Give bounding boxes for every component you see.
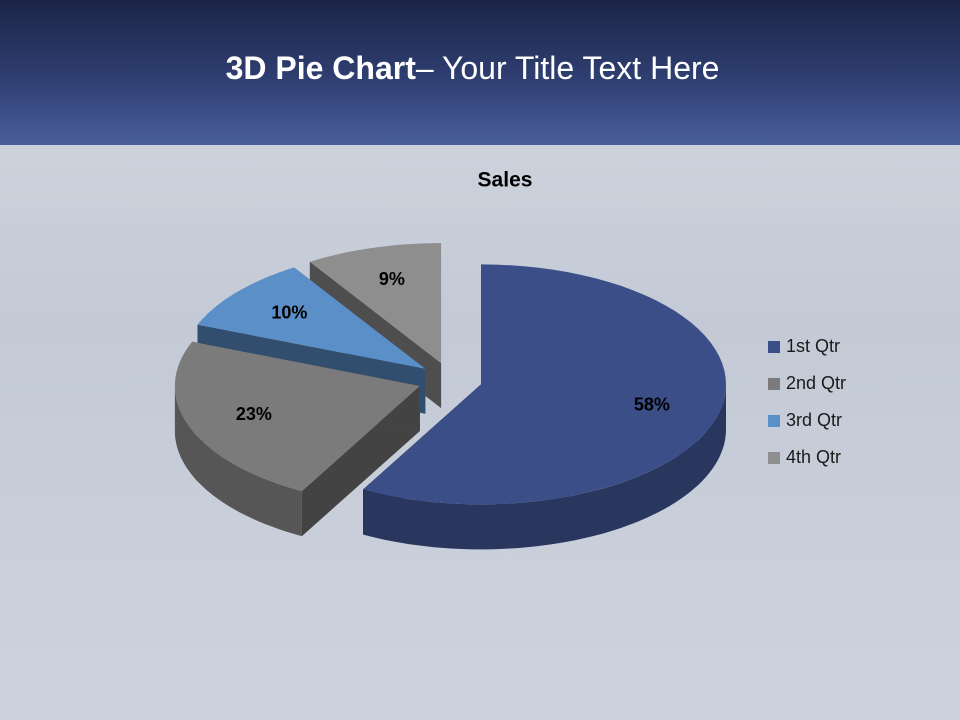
legend-swatch	[768, 415, 780, 427]
slide-title: 3D Pie Chart– Your Title Text Here	[0, 50, 945, 87]
data-label: 9%	[379, 269, 405, 289]
title-bold: 3D Pie Chart	[225, 50, 416, 86]
slice-side	[363, 384, 726, 550]
data-label: 10%	[271, 302, 307, 322]
legend-label: 2nd Qtr	[786, 373, 846, 393]
legend-swatch	[768, 341, 780, 353]
legend-label: 3rd Qtr	[786, 410, 842, 430]
title-rest: – Your Title Text Here	[415, 50, 720, 86]
pie-slice	[174, 341, 420, 492]
slice-side-shade	[363, 384, 726, 550]
pie-slice	[363, 264, 726, 505]
legend-label: 4th Qtr	[786, 447, 841, 467]
legend-swatch	[768, 378, 780, 390]
data-label: 23%	[236, 404, 272, 424]
slice-side	[174, 386, 302, 537]
header-band	[0, 0, 960, 145]
pie-slice	[309, 243, 442, 364]
data-label: 58%	[634, 395, 670, 415]
legend-swatch	[768, 452, 780, 464]
legend-label: 1st Qtr	[786, 336, 840, 356]
chart-title: Sales	[478, 169, 533, 192]
pie-slice	[197, 267, 426, 369]
slice-side-shade	[174, 386, 302, 537]
